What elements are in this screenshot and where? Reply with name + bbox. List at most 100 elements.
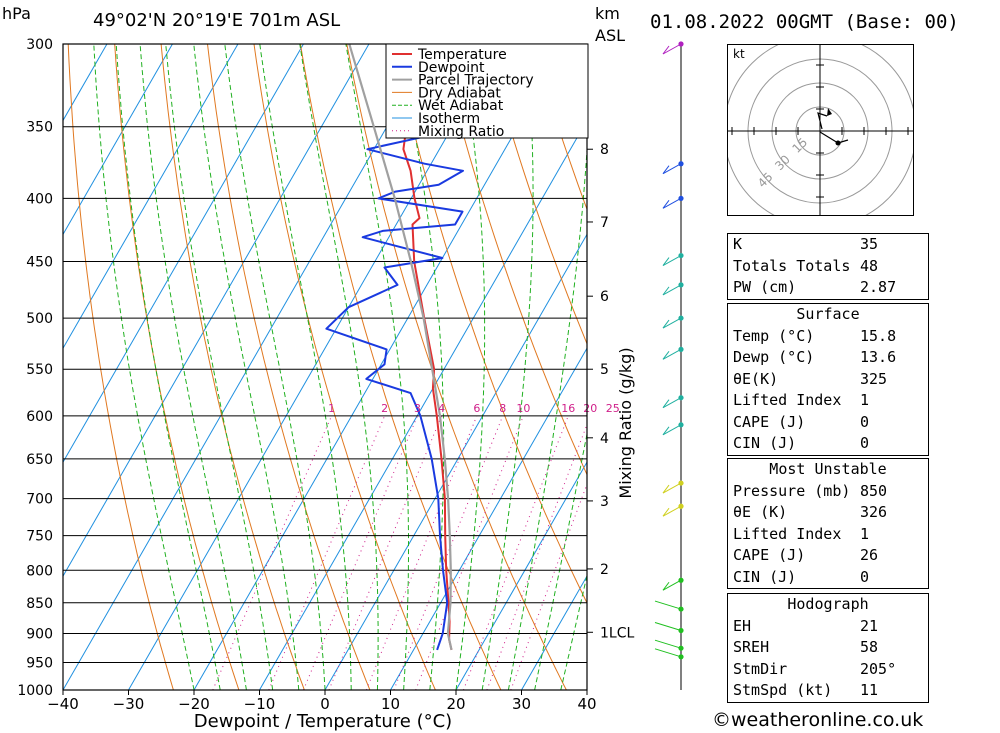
indices-table: K 35 Totals Totals 48 PW (cm) 2.87 [727,233,929,300]
surface-table: Surface Temp (°C) 15.8 Dewp (°C) 13.6 θE(K… [727,303,929,456]
wind-barb [662,255,682,266]
isotherm-line [259,119,587,690]
pressure-tick-label: 450 [26,255,53,271]
surface-row: Dewp (°C) 13.6 [733,348,897,366]
most-unstable-row: CAPE (J) 26 [733,546,879,564]
isotherm-line [324,233,587,690]
hodograph-trace [817,112,828,130]
temp-tick-label: 10 [381,695,400,713]
wind-barb-flag [662,581,670,591]
hodograph-arrow-icon [827,108,832,116]
hpa-unit-label: hPa [2,4,31,23]
wind-barb [662,163,682,175]
mixing-ratio-label: 8 [499,402,506,415]
dry-adiabat-line [439,44,587,476]
legend-entry: Wet Adiabat [418,98,504,114]
pressure-tick-label: 500 [26,311,53,327]
surface-title: Surface [796,305,860,323]
legend-entry: Dry Adiabat [418,85,501,101]
wet-adiabat-line [139,44,247,690]
mixing-ratio-label: 10 [516,402,530,415]
wet-adiabat-line [345,44,409,690]
mixing-ratio-line [328,415,443,690]
copyright-footer[interactable]: ©weatheronline.co.uk [712,709,924,731]
wet-adiabat-line [115,44,221,690]
wind-barb [654,639,682,649]
wet-adiabat-line [259,44,352,690]
km-unit-label: km [595,4,620,23]
wind-barb-flag [662,257,670,266]
legend-entry: Dewpoint [418,60,485,76]
surface-row: CAPE (J) 0 [733,412,870,431]
mixing-ratio-label: 2 [381,402,388,415]
wet-adiabat-line [193,44,300,690]
hodograph-stats-title: Hodograph [787,595,869,613]
temp-tick-label: 20 [446,695,465,713]
wind-barb [662,505,682,517]
most-unstable-row: Lifted Index 1 [733,524,870,543]
hodograph-stats-table: Hodograph EH 21 SREH 58 StmDir 205° StmSpd … [727,593,929,703]
wind-barb [662,317,682,329]
wet-adiabat-line [560,573,587,690]
pressure-tick-label: 300 [26,37,53,53]
surface-row: θE(K) 325 [733,369,888,388]
wind-barb [662,197,682,209]
hodograph-unit-label: kt [733,47,745,61]
wind-barb-flag [662,484,670,494]
index-row-totals: Totals Totals 48 [733,256,879,275]
km-tick-label: 4 [600,431,609,447]
pressure-tick-label: 950 [26,655,53,671]
wet-adiabat-line [586,688,587,690]
temp-tick-label: 30 [512,695,531,713]
isotherm-line [390,347,587,690]
asl-unit-label: ASL [595,26,625,45]
isotherm-line [63,44,108,122]
legend-entry: Mixing Ratio [418,124,504,140]
mixing-ratio-label: 1 [328,402,335,415]
index-row-k: K 35 [733,235,879,253]
dry-adiabat-line [951,44,1000,690]
most-unstable-row: Pressure (mb) 850 [733,481,888,500]
wind-barb-flag [662,319,670,329]
surface-row: Lifted Index 1 [733,391,870,409]
km-tick-label: 3 [600,494,609,510]
wind-barb [654,600,682,610]
mixing-ratio-label: 20 [583,402,597,415]
mixing-ratio-label: 25 [606,402,620,415]
wet-adiabat-line [93,44,195,690]
mixing-ratio-line [393,415,504,690]
mixing-ratio-line [365,415,478,690]
wet-adiabat-line [299,44,379,690]
mixing-ratio-label: 3 [414,402,421,415]
dewpoint-line [325,44,495,651]
wind-barb [662,482,682,494]
wind-barb [662,424,682,436]
dry-adiabat-line [207,44,371,690]
wind-barb-flag [662,507,670,517]
wet-adiabat-line [507,141,587,690]
pressure-tick-label: 700 [26,492,53,508]
mixing-ratio-line [510,483,587,690]
dry-adiabat-line [67,44,174,690]
km-tick-label: 1LCL [600,625,634,641]
mixing-ratio-label: 4 [438,402,445,415]
pressure-tick-label: 800 [26,563,53,579]
most-unstable-title: Most Unstable [769,460,887,478]
wind-barb [662,43,682,55]
most-unstable-row: θE (K) 326 [733,503,888,521]
wind-barb-flag [662,286,670,296]
hodograph-stats-row: SREH 58 [733,638,879,656]
temp-tick-label: −40 [47,695,79,713]
wet-adiabat-line [455,44,486,690]
km-tick-label: 7 [600,215,609,231]
legend-entry: Parcel Trajectory [418,73,534,89]
hodograph-stats-row: StmSpd (kt) 11 [733,681,879,699]
hodograph-panel: kt 15 30 45 [723,34,917,228]
pressure-tick-label: 400 [26,191,53,207]
dry-adiabat-line [392,44,587,605]
wind-barb [662,397,682,409]
wind-barb-flag [662,45,670,55]
hodograph-ring-label: 30 [772,152,793,173]
temp-tick-label: 40 [577,695,596,713]
